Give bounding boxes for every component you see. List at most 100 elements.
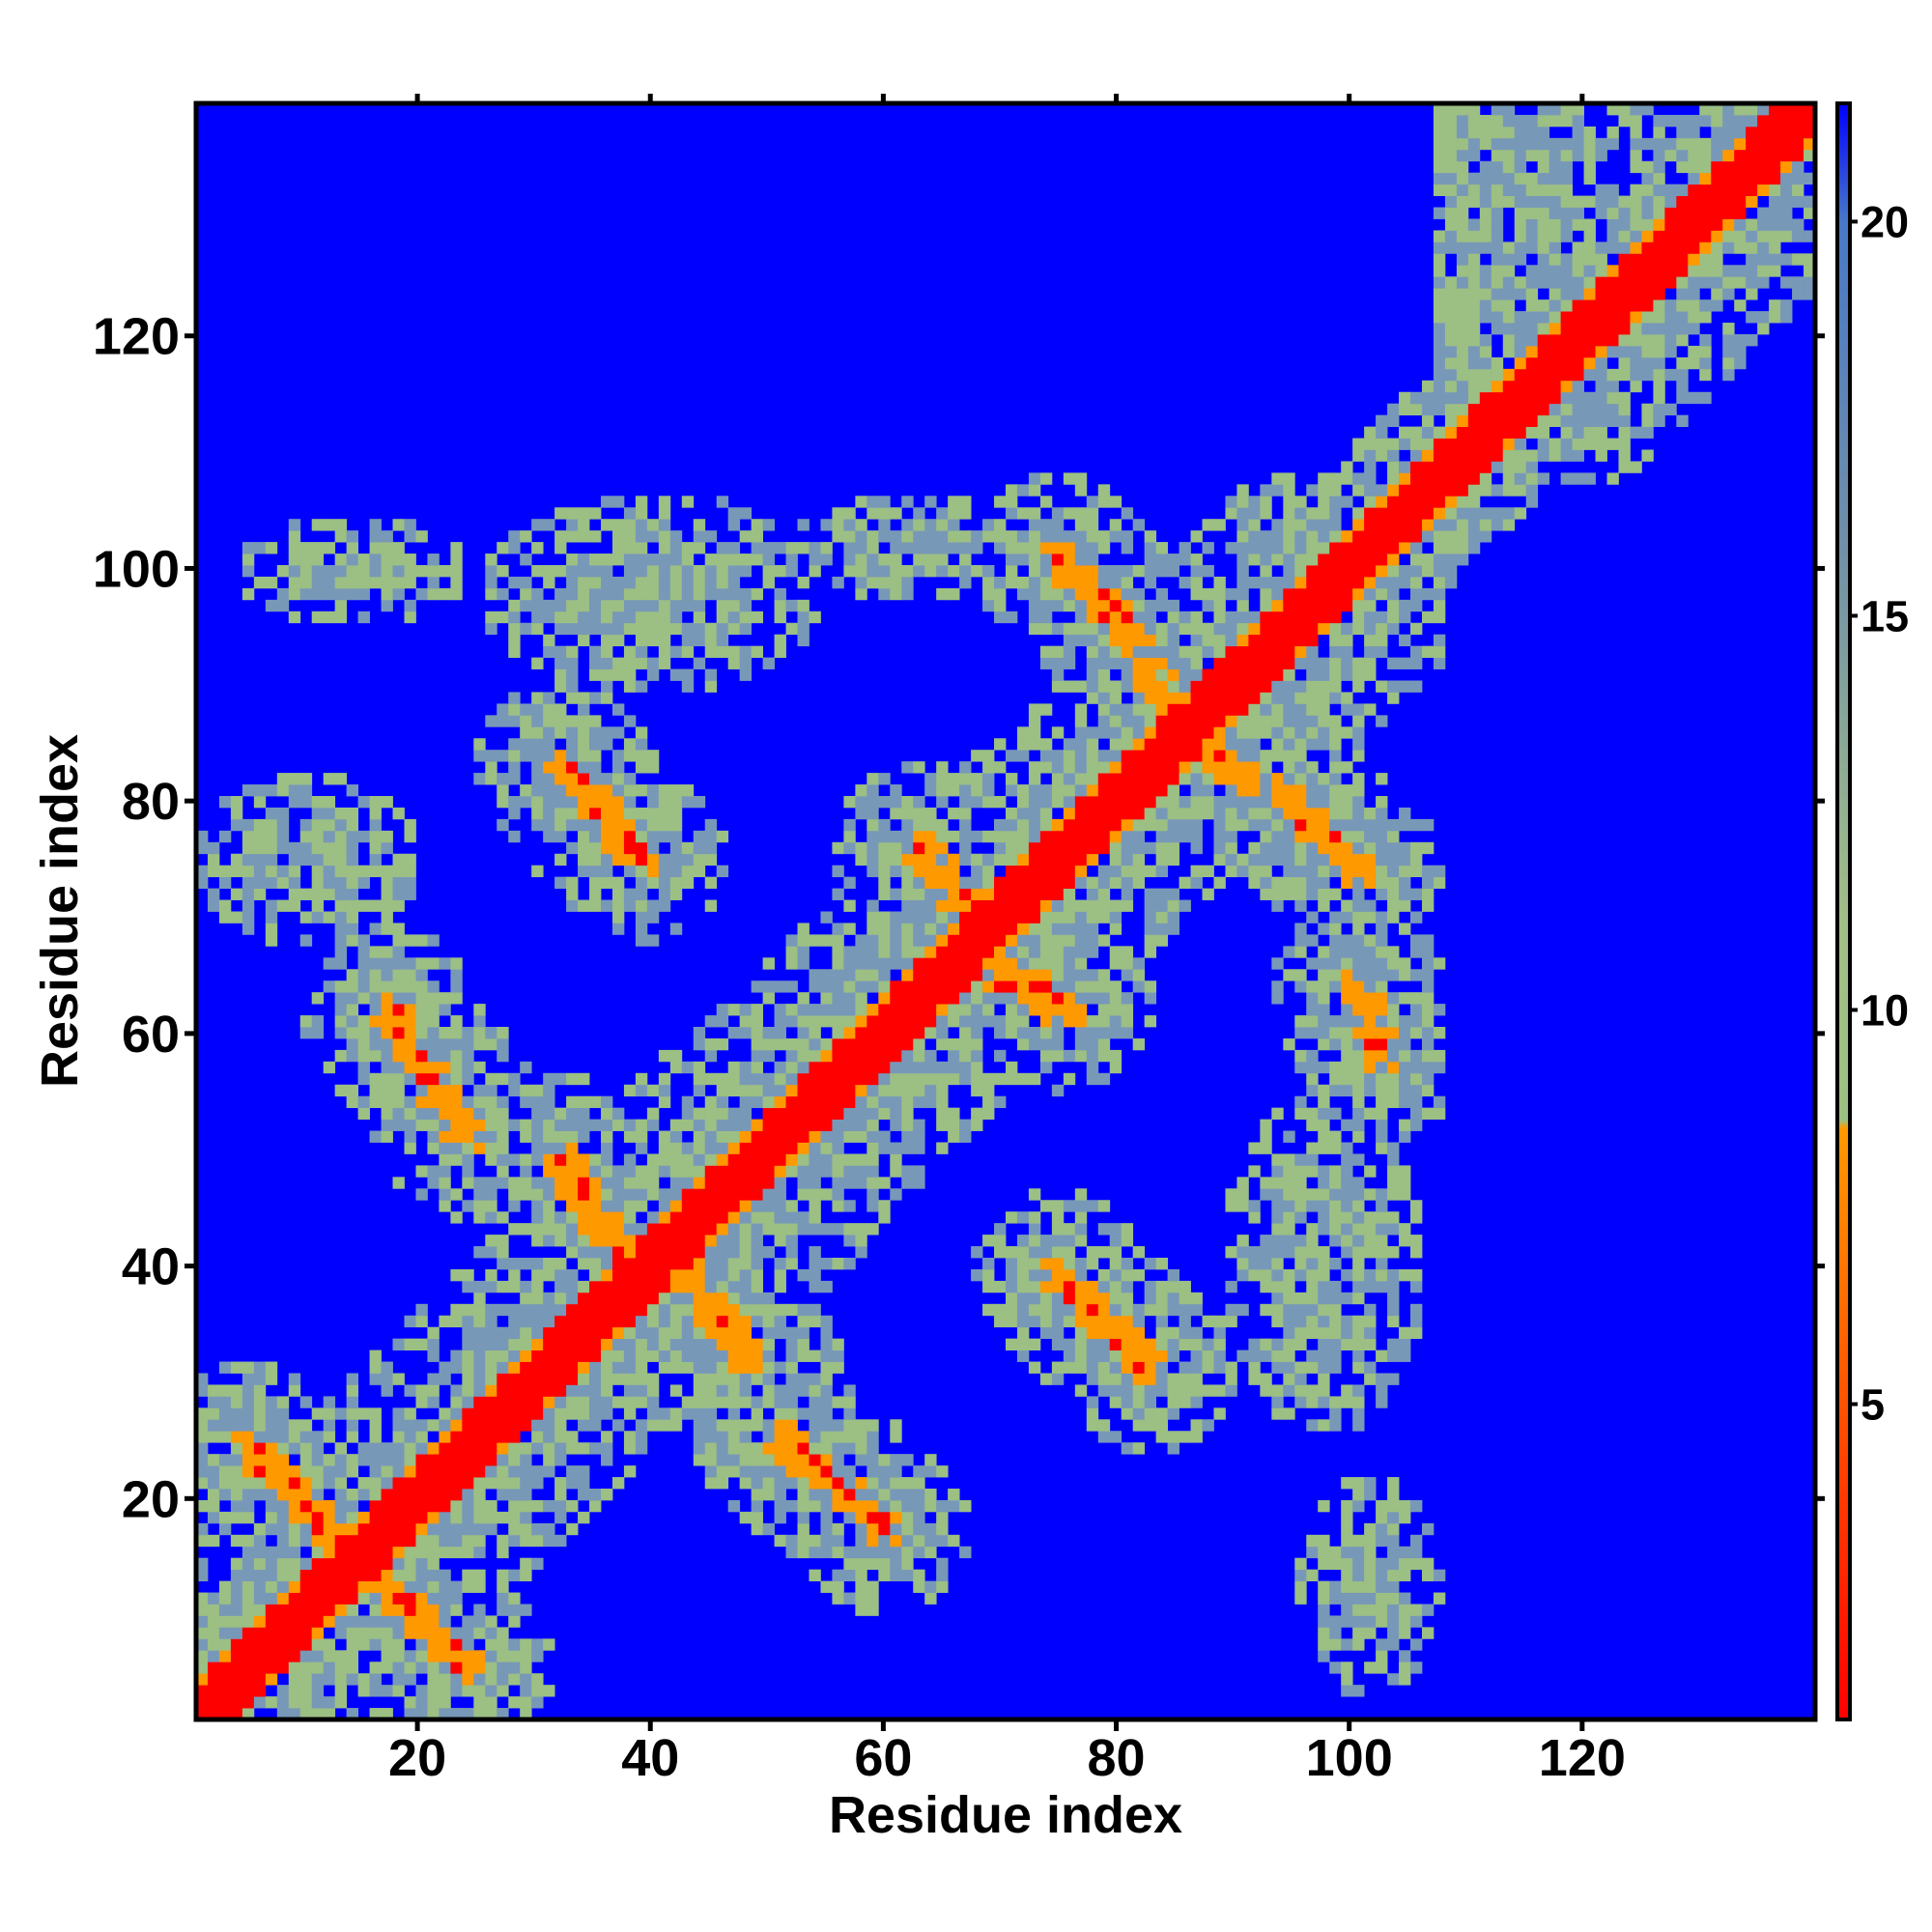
heatmap-cell xyxy=(785,1303,798,1317)
heatmap-cell xyxy=(1016,530,1030,543)
heatmap-cell xyxy=(646,554,660,566)
heatmap-cell xyxy=(936,565,949,578)
heatmap-cell xyxy=(1306,934,1319,947)
heatmap-cell xyxy=(404,1095,416,1109)
heatmap-cell xyxy=(196,1696,209,1709)
heatmap-cell xyxy=(601,738,613,751)
heatmap-cell xyxy=(890,957,902,970)
heatmap-cell xyxy=(276,1627,290,1639)
heatmap-cell xyxy=(669,784,683,797)
heatmap-cell xyxy=(554,761,567,774)
heatmap-cell xyxy=(843,565,856,578)
heatmap-cell xyxy=(485,1361,497,1374)
heatmap-cell xyxy=(334,1627,348,1639)
heatmap-cell xyxy=(611,1119,625,1131)
heatmap-cell xyxy=(843,923,856,935)
heatmap-cell xyxy=(797,1326,810,1340)
heatmap-cell xyxy=(809,1142,821,1154)
heatmap-cell xyxy=(369,1037,382,1051)
heatmap-cell xyxy=(936,1569,949,1581)
heatmap-cell xyxy=(681,1407,695,1420)
heatmap-cell xyxy=(1179,611,1191,624)
heatmap-cell xyxy=(948,899,960,912)
heatmap-cell xyxy=(1051,1037,1065,1051)
heatmap-cell xyxy=(531,726,544,739)
heatmap-cell xyxy=(1236,622,1249,636)
heatmap-cell xyxy=(762,992,775,1005)
heatmap-cell xyxy=(1294,622,1307,636)
heatmap-cell xyxy=(1283,796,1295,809)
heatmap-cell xyxy=(242,1431,255,1443)
heatmap-cell xyxy=(1179,1431,1191,1443)
heatmap-cell xyxy=(415,1049,428,1063)
heatmap-cell xyxy=(1006,1338,1018,1350)
heatmap-cell xyxy=(924,1546,937,1559)
heatmap-cell xyxy=(520,1604,532,1616)
heatmap-cell xyxy=(1306,530,1319,543)
heatmap-cell xyxy=(1074,1223,1088,1236)
heatmap-cell xyxy=(1202,622,1214,636)
heatmap-cell xyxy=(288,784,301,797)
heatmap-cell xyxy=(485,1246,497,1259)
heatmap-cell xyxy=(578,587,590,601)
heatmap-cell xyxy=(1097,1419,1111,1432)
heatmap-cell xyxy=(230,888,243,900)
heatmap-cell xyxy=(658,576,671,589)
heatmap-cell xyxy=(1306,622,1319,636)
heatmap-cell xyxy=(462,1049,474,1063)
heatmap-cell xyxy=(739,1442,753,1455)
heatmap-cell xyxy=(1306,807,1319,820)
heatmap-cell xyxy=(1318,1084,1330,1097)
heatmap-cell xyxy=(982,923,995,935)
heatmap-cell xyxy=(497,611,509,624)
heatmap-cell xyxy=(1248,750,1261,762)
heatmap-cell xyxy=(218,865,232,878)
heatmap-cell xyxy=(311,818,325,832)
heatmap-cell xyxy=(762,1522,775,1536)
heatmap-cell xyxy=(1039,796,1053,809)
heatmap-cell xyxy=(207,1384,220,1397)
heatmap-cell xyxy=(1086,576,1099,589)
heatmap-cell xyxy=(901,1049,914,1063)
heatmap-cell xyxy=(1306,1361,1319,1374)
heatmap-cell xyxy=(878,507,891,520)
heatmap-cell xyxy=(936,784,949,797)
heatmap-cell xyxy=(462,1142,474,1154)
heatmap-cell xyxy=(716,1165,729,1178)
heatmap-cell xyxy=(913,946,925,958)
heatmap-cell xyxy=(739,530,753,543)
heatmap-cell xyxy=(635,530,648,543)
heatmap-cell xyxy=(646,1373,660,1385)
heatmap-cell xyxy=(1271,645,1284,658)
heatmap-cell xyxy=(404,934,416,947)
heatmap-cell xyxy=(1155,542,1168,554)
heatmap-cell xyxy=(809,1037,821,1051)
heatmap-cell xyxy=(1132,784,1146,797)
heatmap-cell xyxy=(1155,634,1168,647)
heatmap-cell xyxy=(1039,1268,1053,1282)
heatmap-cell xyxy=(1179,1292,1191,1305)
heatmap-cell xyxy=(508,1569,521,1581)
heatmap-cell xyxy=(415,934,428,947)
heatmap-cell xyxy=(1006,899,1018,912)
heatmap-cell xyxy=(404,1592,416,1605)
heatmap-cell xyxy=(762,1454,775,1466)
heatmap-cell xyxy=(959,1037,972,1051)
heatmap-cell xyxy=(878,796,891,809)
heatmap-cell xyxy=(1179,542,1191,554)
heatmap-cell xyxy=(346,911,358,923)
heatmap-cell xyxy=(1283,611,1295,624)
heatmap-cell xyxy=(959,496,972,508)
heatmap-cell xyxy=(1236,507,1249,520)
heatmap-cell xyxy=(1063,507,1076,520)
heatmap-cell xyxy=(924,1072,937,1086)
heatmap-cell xyxy=(508,796,521,809)
heatmap-cell xyxy=(1097,899,1111,912)
heatmap-cell xyxy=(832,1477,844,1490)
heatmap-cell xyxy=(265,923,278,935)
heatmap-cell xyxy=(404,1662,416,1674)
heatmap-cell xyxy=(288,1442,301,1455)
heatmap-cell xyxy=(1179,796,1191,809)
heatmap-cell xyxy=(543,1119,555,1131)
heatmap-cell xyxy=(299,1615,313,1628)
